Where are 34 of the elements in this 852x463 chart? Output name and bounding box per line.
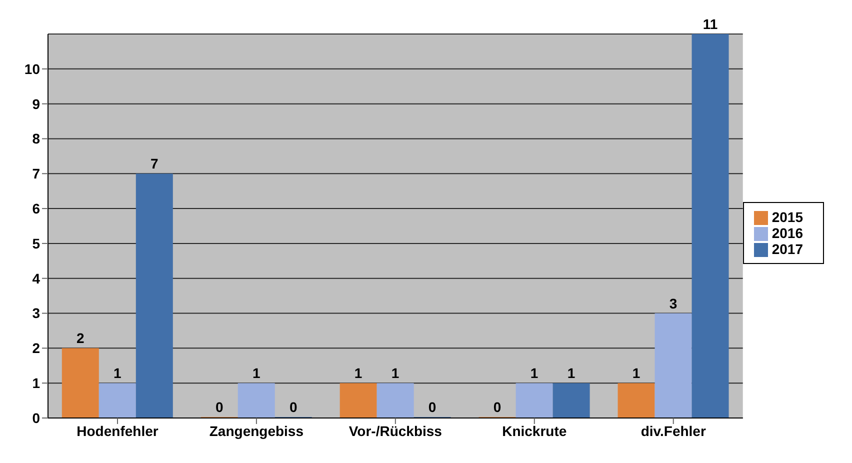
- y-tick-label: 7: [32, 166, 40, 182]
- y-tick-label: 8: [32, 130, 40, 147]
- data-label: 0: [215, 399, 224, 415]
- data-label: 1: [632, 365, 640, 382]
- data-label: 3: [669, 295, 678, 312]
- x-tick-label: Vor-/Rückbiss: [348, 422, 442, 439]
- data-label: 1: [567, 365, 576, 382]
- y-tick-label: 4: [32, 270, 40, 286]
- data-label: 0: [289, 399, 298, 415]
- data-label: 1: [252, 365, 260, 382]
- y-tick-label: 5: [32, 235, 40, 252]
- data-label: 2: [76, 330, 84, 346]
- data-label: 1: [391, 365, 400, 382]
- y-tick-label: 3: [32, 305, 40, 322]
- y-tick-label: 9: [32, 96, 40, 112]
- data-label: 7: [150, 156, 158, 172]
- y-tick-label: 2: [32, 340, 40, 356]
- y-tick-label: 1: [32, 375, 40, 392]
- data-label: 1: [530, 365, 538, 382]
- x-tick-label: div.Fehler: [640, 422, 706, 439]
- x-tick-label: Hodenfehler: [76, 422, 159, 439]
- data-label: 0: [428, 399, 436, 415]
- data-label: 0: [493, 399, 502, 415]
- x-tick-label: Zangengebiss: [209, 422, 304, 439]
- x-tick-label: Knickrute: [502, 422, 567, 439]
- data-label: 11: [702, 16, 718, 32]
- y-tick-label: 6: [32, 200, 40, 217]
- data-label: 1: [354, 365, 362, 382]
- legend-label: 2017: [772, 241, 803, 258]
- data-label: 1: [114, 365, 122, 382]
- y-tick-label: 10: [24, 60, 40, 77]
- y-tick-label: 0: [32, 410, 40, 426]
- legend-label: 2015: [772, 208, 803, 225]
- legend-label: 2016: [772, 224, 803, 241]
